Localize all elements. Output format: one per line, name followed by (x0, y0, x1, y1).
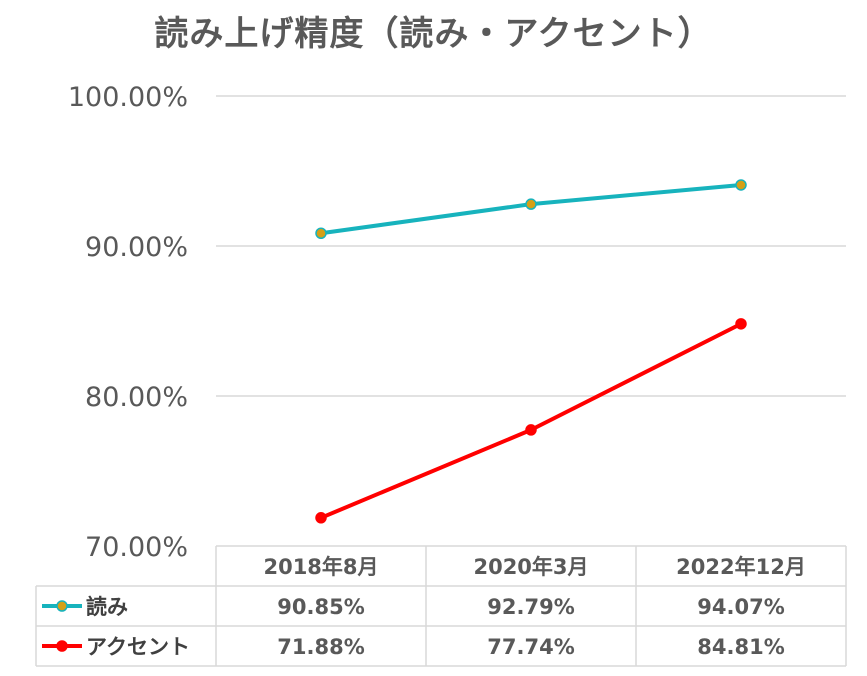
y-tick-label: 90.00% (85, 232, 188, 263)
x-category-label: 2022年12月 (676, 555, 806, 579)
y-tick-label: 80.00% (85, 382, 188, 413)
data-label: 77.74% (487, 635, 574, 659)
data-point (735, 179, 747, 191)
chart-title: 読み上げ精度（読み・アクセント） (154, 14, 713, 54)
data-point (735, 318, 747, 330)
legend-marker (56, 600, 68, 612)
data-label: 84.81% (697, 635, 784, 659)
y-tick-label: 100.00% (68, 82, 188, 113)
legend-marker (56, 640, 68, 652)
legend-label: アクセント (86, 635, 190, 659)
data-point (315, 227, 327, 239)
legend-label: 読み (86, 595, 128, 619)
y-tick-label: 70.00% (85, 532, 188, 563)
series (315, 179, 747, 524)
series-1 (315, 179, 747, 239)
legend-key (42, 640, 82, 652)
gridlines (216, 95, 846, 397)
data-label: 92.79% (487, 595, 574, 619)
series-line (320, 322, 742, 520)
x-category-label: 2020年3月 (473, 555, 588, 579)
series-2 (315, 318, 747, 524)
data-point (525, 198, 537, 210)
x-category-label: 2018年8月 (263, 555, 378, 579)
legend-key (42, 600, 82, 612)
data-point (525, 424, 537, 436)
data-point (315, 512, 327, 524)
data-label: 71.88% (277, 635, 364, 659)
data-label: 94.07% (697, 595, 784, 619)
y-axis-ticks: 100.00% 90.00% 80.00% 70.00% (68, 82, 188, 563)
data-label: 90.85% (277, 595, 364, 619)
